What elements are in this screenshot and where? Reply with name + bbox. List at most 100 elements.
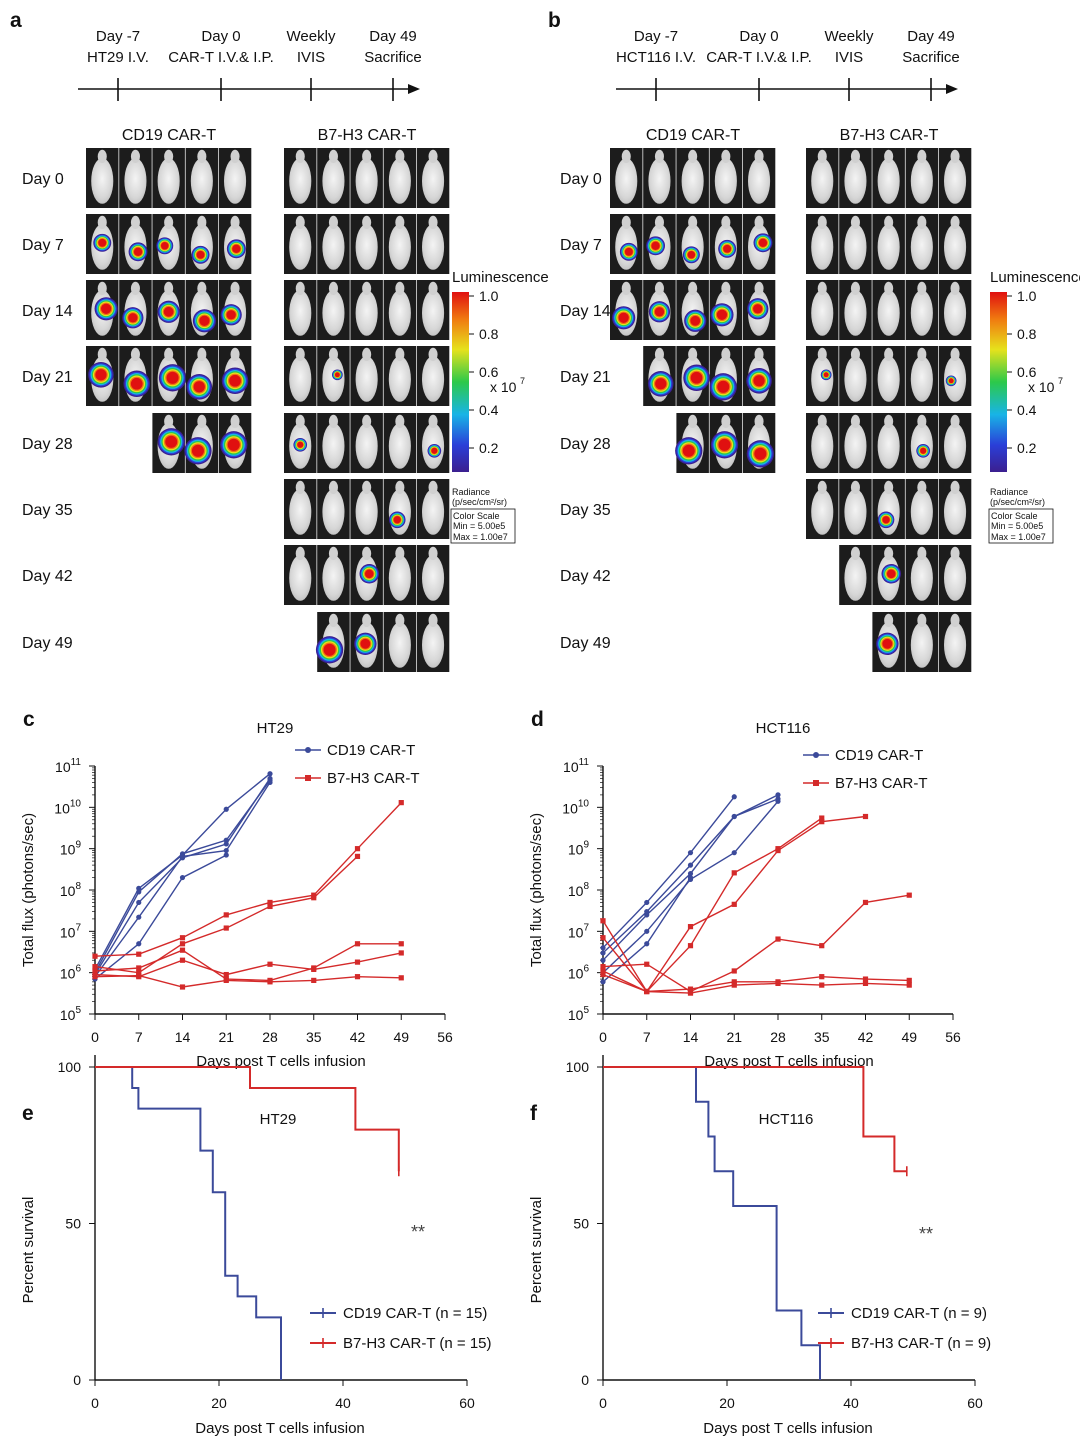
mouse-head <box>850 281 860 295</box>
mouse-head <box>721 149 731 163</box>
scale-title: Luminescence <box>452 269 549 286</box>
mouse-body <box>289 290 312 336</box>
mouse-body <box>844 555 867 601</box>
legend-label: B7-H3 CAR-T (n = 15) <box>343 1335 492 1352</box>
color-scale-box-title: Color Scale <box>991 511 1038 521</box>
timeline-event-top: Day -7 <box>96 28 140 45</box>
x-tick-label: 28 <box>262 1029 278 1045</box>
mouse-head <box>395 149 405 163</box>
mouse-head <box>395 613 405 628</box>
timeline-event-top: Weekly <box>825 28 874 45</box>
x-tick-label: 21 <box>218 1029 234 1045</box>
timeline-event-top: Day 0 <box>201 28 240 45</box>
luminescence-blob <box>199 315 210 326</box>
data-point-b7h3 <box>731 979 737 985</box>
data-point-cd19 <box>223 847 229 854</box>
y-tick-label: 0 <box>73 1372 81 1388</box>
luminescence-blob <box>196 250 205 259</box>
survival-curve-cd19 <box>603 1066 821 1380</box>
mouse-head <box>850 149 860 163</box>
mouse-head <box>97 215 107 229</box>
mouse-head <box>328 414 339 428</box>
mouse-body <box>289 224 312 270</box>
mouse-body <box>811 224 834 270</box>
y-tick-label: 0 <box>581 1372 589 1388</box>
mouse-head <box>395 347 405 361</box>
mouse-head <box>362 281 372 295</box>
data-point-cd19 <box>136 889 142 895</box>
mouse-head <box>917 215 927 229</box>
mouse-head <box>97 281 107 295</box>
mouse-head <box>917 149 927 163</box>
mouse-head <box>328 546 339 561</box>
data-point-b7h3 <box>775 846 781 852</box>
luminescence-blob <box>618 312 629 323</box>
mouse-head <box>621 149 631 163</box>
x-tick-label: 20 <box>211 1395 227 1411</box>
day-row-label: Day 28 <box>22 436 73 453</box>
mouse-body <box>844 224 867 270</box>
data-point-cd19 <box>267 771 273 777</box>
timeline-event-top: Day -7 <box>634 28 678 45</box>
mouse-body <box>877 224 900 270</box>
mouse-head <box>917 281 927 295</box>
color-scale-min: Min = 5.00e5 <box>453 521 505 531</box>
data-point-b7h3 <box>906 977 912 983</box>
data-point-b7h3 <box>731 870 737 876</box>
mouse-head <box>295 215 305 229</box>
mouse-head <box>817 414 827 428</box>
data-point-cd19 <box>687 850 694 856</box>
data-point-b7h3 <box>136 951 142 957</box>
mouse-body <box>289 489 312 535</box>
mouse-body <box>355 489 378 535</box>
mouse-head <box>362 347 372 361</box>
mouse-body <box>422 158 445 204</box>
data-point-cd19 <box>775 798 781 804</box>
mouse-head <box>654 347 664 361</box>
data-point-b7h3 <box>862 899 869 906</box>
data-point-b7h3 <box>398 941 404 947</box>
group-label-left: CD19 CAR-T <box>646 127 740 144</box>
mouse-head <box>754 149 764 163</box>
mouse-body <box>877 158 900 204</box>
series-line-cd19 <box>94 854 227 980</box>
mouse-body <box>355 356 378 402</box>
mouse-head <box>817 480 827 494</box>
luminescence-blob <box>193 381 205 393</box>
data-point-cd19 <box>136 914 142 920</box>
timeline-event-top: Day 49 <box>907 28 955 45</box>
data-point-b7h3 <box>600 964 606 970</box>
mouse-body <box>289 356 312 402</box>
luminescence-blob <box>716 309 728 320</box>
mouse-body <box>91 158 114 204</box>
color-scale-max: Max = 1.00e7 <box>991 532 1046 542</box>
mouse-head <box>884 480 894 494</box>
mouse-body <box>422 622 445 668</box>
mouse-body <box>944 555 967 601</box>
color-scale-bar <box>452 292 469 472</box>
x-axis-title: Days post T cells infusion <box>704 1053 874 1070</box>
mouse-head <box>721 281 731 295</box>
mouse-head <box>230 414 240 428</box>
timeline-event-bottom: HT29 I.V. <box>87 49 149 66</box>
mouse-body <box>422 356 445 402</box>
mouse-body <box>910 489 933 535</box>
x-tick-label: 14 <box>683 1029 699 1045</box>
color-scale-box <box>450 508 516 544</box>
radiance-units: (p/sec/cm²/sr) <box>990 497 1045 507</box>
mouse-head <box>295 414 305 428</box>
mouse-body <box>811 290 834 336</box>
data-point-b7h3 <box>398 800 404 806</box>
data-point-b7h3 <box>223 912 229 918</box>
x-tick-label: 42 <box>858 1029 874 1045</box>
x-axis-title: Days post T cells infusion <box>703 1420 873 1437</box>
data-point-cd19 <box>644 912 650 918</box>
scale-title: Luminescence <box>990 269 1080 286</box>
legend-marker <box>305 775 311 781</box>
mouse-head <box>362 149 372 163</box>
mouse-body <box>910 158 933 204</box>
luminescence-blob <box>95 369 107 381</box>
mouse-head <box>428 149 438 163</box>
timeline-event-bottom: IVIS <box>835 49 863 66</box>
luminescence-blob <box>718 438 731 451</box>
